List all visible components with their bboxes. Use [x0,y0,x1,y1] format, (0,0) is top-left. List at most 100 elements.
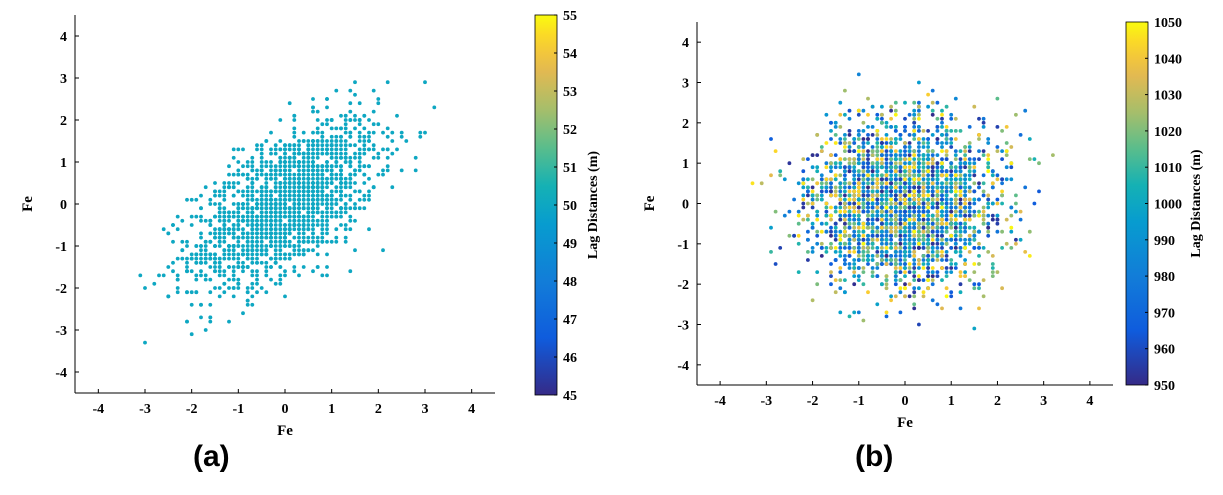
scatter-point [194,244,199,248]
scatter-point [259,147,264,152]
scatter-point [180,218,185,223]
scatter-point [315,223,320,227]
scatter-point [311,197,315,202]
scatter-point [348,214,353,219]
scatter-point [325,265,329,269]
scatter-point [222,218,227,223]
scatter-point [287,155,292,160]
scatter-point [381,168,385,173]
scatter-point [203,260,208,265]
scatter-point [334,164,339,169]
scatter-point [273,235,278,240]
scatter-point [264,214,269,219]
scatter-point [250,214,255,219]
scatter-point [241,202,245,206]
scatter-point [334,189,339,194]
scatter-point [241,189,245,194]
scatter-point [311,147,315,152]
scatter-point [264,160,269,164]
scatter-point [250,256,255,261]
scatter-point [306,151,311,156]
scatter-point [227,181,231,185]
scatter-point [315,185,320,190]
scatter-point [348,88,353,93]
scatter-point [217,231,222,236]
scatter-point [236,244,241,248]
scatter-point [353,202,357,206]
scatter-point [189,214,194,219]
scatter-point [227,286,231,290]
scatter-point [185,265,189,269]
scatter-point [278,231,283,236]
scatter-point [376,122,381,127]
scatter-point [241,311,245,316]
scatter-point [231,155,236,160]
scatter-point [283,143,287,148]
colorbar-tick-label: 52 [563,123,577,138]
scatter-point [245,176,250,181]
scatter-point [301,176,306,181]
colorbar-tick-label: 49 [563,237,577,252]
scatter-point [334,147,339,152]
colorbar-tick-label: 47 [563,313,577,328]
scatter-point [269,164,273,169]
scatter-point [367,139,371,143]
scatter-point [329,164,334,169]
scatter-point [315,181,320,185]
scatter-point [287,210,292,215]
scatter-point [264,252,269,257]
scatter-point [423,80,427,85]
scatter-point [348,176,353,181]
scatter-point [315,176,320,181]
scatter-point [329,181,334,185]
scatter-point [259,143,264,148]
scatter-point [278,218,283,223]
scatter-point [311,239,315,244]
scatter-point [357,134,362,139]
scatter-point [241,231,245,236]
scatter-point [273,143,278,148]
scatter-point [325,227,329,232]
scatter-point [213,269,217,274]
scatter-point [222,193,227,198]
scatter-point [292,202,297,206]
scatter-point [255,235,259,240]
scatter-point [292,244,297,248]
scatter-point [362,206,367,211]
scatter-point [357,206,362,211]
scatter-point [329,168,334,173]
scatter-point [311,168,315,173]
scatter-point [315,210,320,215]
x-tick-label: 2 [375,402,382,417]
scatter-point [315,239,320,244]
scatter-point [362,197,367,202]
scatter-point [259,248,264,253]
scatter-point [348,172,353,177]
scatter-point [269,172,273,177]
scatter-point [189,302,194,307]
scatter-point [217,286,222,290]
scatter-point [236,227,241,232]
scatter-point [241,172,245,177]
scatter-point [259,160,264,164]
scatter-point [315,202,320,206]
scatter-point [278,214,283,219]
scatter-point [292,210,297,215]
scatter-point [236,286,241,290]
scatter-point [385,134,390,139]
scatter-point [185,197,189,202]
scatter-point [273,248,278,253]
scatter-point [273,206,278,211]
scatter-point [259,244,264,248]
scatter-point [236,181,241,185]
scatter-point [208,315,213,320]
scatter-point [273,227,278,232]
scatter-point [231,185,236,190]
scatter-point [283,197,287,202]
scatter-point [273,223,278,227]
scatter-point [315,155,320,160]
scatter-point [353,206,357,211]
scatter-point [292,197,297,202]
scatter-point [334,197,339,202]
scatter-point [227,244,231,248]
